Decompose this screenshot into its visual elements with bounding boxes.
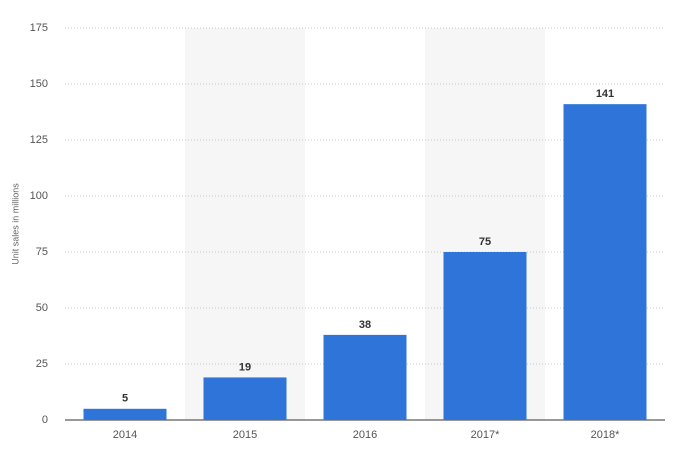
x-tick-label: 2017* [471,429,500,441]
data-label: 38 [359,319,371,331]
x-tick-label: 2016 [353,429,377,441]
y-axis-label: Unit sales in millions [10,183,20,265]
y-tick-label: 25 [36,358,48,370]
bar [563,104,647,420]
data-label: 5 [122,393,128,405]
y-tick-label: 75 [36,246,48,258]
bar [323,334,407,420]
y-tick-label: 175 [30,22,48,34]
bar [83,408,167,420]
band-background [185,28,305,420]
y-tick-label: 125 [30,134,48,146]
x-tick-label: 2018* [591,429,620,441]
bar [443,252,527,420]
x-tick-label: 2015 [233,429,257,441]
data-label: 141 [596,88,614,100]
y-tick-label: 150 [30,78,48,90]
y-tick-label: 0 [42,414,48,426]
data-label: 19 [239,361,251,373]
data-label: 75 [479,236,491,248]
y-tick-label: 50 [36,302,48,314]
bar [203,377,287,420]
y-tick-label: 100 [30,190,48,202]
x-tick-label: 2014 [113,429,137,441]
